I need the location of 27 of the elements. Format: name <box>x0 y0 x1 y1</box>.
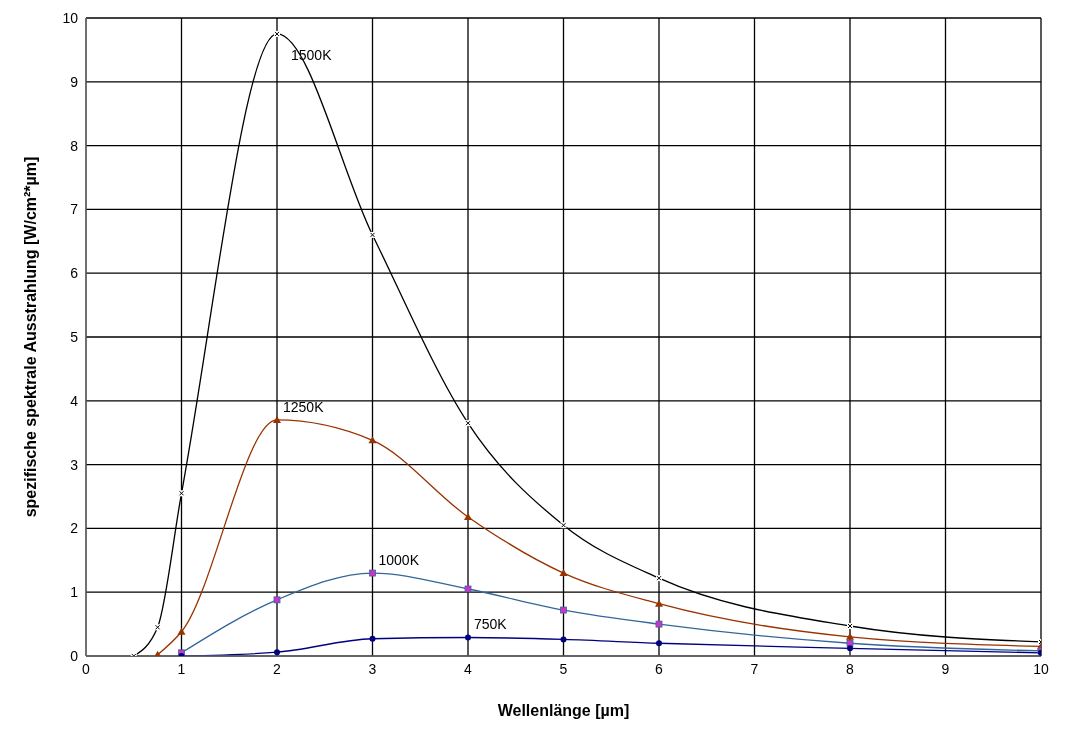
y-tick-label: 6 <box>70 265 79 282</box>
x-tick-label: 9 <box>941 660 950 677</box>
y-tick-label: 3 <box>70 456 79 473</box>
series-label: 1250K <box>283 398 325 415</box>
y-tick-label: 8 <box>70 137 79 154</box>
x-tick-label: 0 <box>82 660 91 677</box>
y-axis-title: spezifische spektrale Ausstrahlung [W/cm²*µm] <box>21 156 39 518</box>
y-tick-label: 7 <box>70 201 79 218</box>
y-tick-label: 1 <box>70 584 79 601</box>
y-tick-label: 4 <box>70 392 79 409</box>
x-tick-label: 3 <box>368 660 377 677</box>
x-tick-label: 4 <box>464 660 473 677</box>
y-tick-label: 2 <box>70 520 79 537</box>
y-tick-label: 5 <box>70 328 79 345</box>
x-axis-title: Wellenlänge [µm] <box>497 702 630 719</box>
x-tick-label: 10 <box>1033 660 1049 677</box>
y-tick-label: 9 <box>70 73 79 90</box>
y-tick-label: 10 <box>62 9 79 26</box>
x-tick-label: 7 <box>750 660 759 677</box>
x-tick-label: 2 <box>273 660 282 677</box>
x-tick-label: 6 <box>655 660 664 677</box>
x-tick-label: 1 <box>177 660 186 677</box>
x-tick-label: 5 <box>559 660 568 677</box>
series-label: 750K <box>474 616 508 633</box>
y-tick-label: 0 <box>70 647 79 664</box>
series-label: 1000K <box>378 552 420 569</box>
x-tick-label: 8 <box>846 660 855 677</box>
